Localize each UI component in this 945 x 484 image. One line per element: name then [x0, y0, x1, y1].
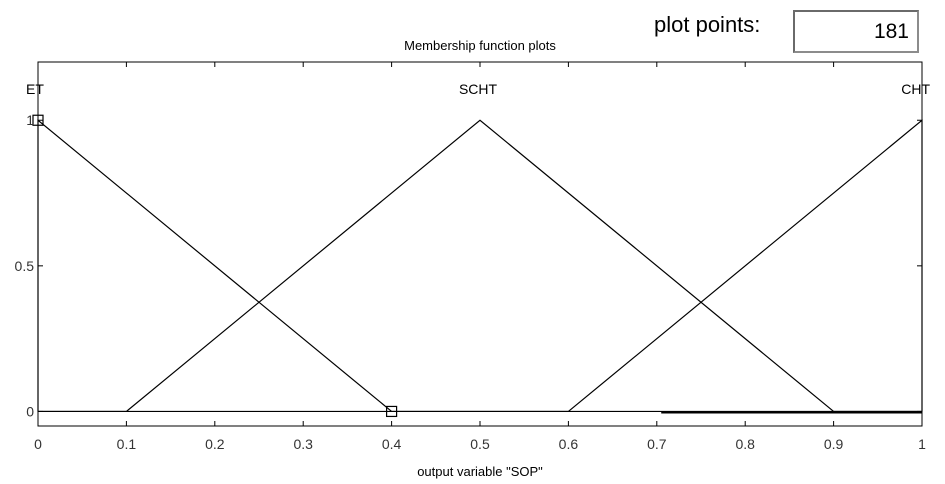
- y-tick-label: 0.5: [15, 258, 35, 274]
- plot-points-input[interactable]: [793, 10, 919, 53]
- x-tick-label: 0.1: [117, 436, 137, 452]
- mf-label-et[interactable]: ET: [26, 81, 44, 97]
- y-tick-label: 0: [26, 403, 34, 419]
- x-tick-label: 1: [918, 436, 926, 452]
- mf-vertex-handle[interactable]: [386, 405, 398, 418]
- x-tick-label: 0.3: [293, 436, 313, 452]
- chart-title: Membership function plots: [404, 38, 556, 53]
- x-tick-label: 0.5: [470, 436, 490, 452]
- x-axis-label: output variable "SOP": [417, 464, 543, 479]
- x-tick-label: 0.2: [205, 436, 225, 452]
- mf-label-cht[interactable]: CHT: [901, 81, 930, 97]
- x-tick-label: 0: [34, 436, 42, 452]
- plot-points-label: plot points:: [654, 12, 761, 37]
- x-tick-label: 0.8: [735, 436, 755, 452]
- x-tick-label: 0.6: [559, 436, 579, 452]
- x-tick-label: 0.9: [824, 436, 844, 452]
- y-tick-label: 1: [26, 112, 34, 128]
- x-tick-label: 0.4: [382, 436, 402, 452]
- mf-label-scht[interactable]: SCHT: [459, 81, 498, 97]
- x-tick-label: 0.7: [647, 436, 667, 452]
- plot-area[interactable]: [37, 61, 923, 427]
